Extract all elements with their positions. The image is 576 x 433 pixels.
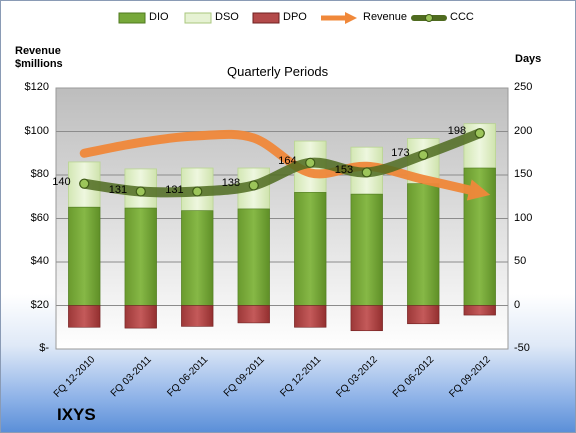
bar-dpo bbox=[181, 305, 214, 327]
legend-ccc-marker bbox=[425, 14, 433, 22]
x-tick-label: FQ 12-2011 bbox=[278, 354, 323, 399]
left-axis-title: Revenue $millions bbox=[15, 45, 63, 70]
right-tick-label: 200 bbox=[514, 124, 533, 137]
left-tick-label: $60 bbox=[30, 211, 49, 224]
left-tick-label: $40 bbox=[30, 255, 49, 267]
ccc-data-label: 140 bbox=[52, 175, 71, 188]
bar-dpo bbox=[68, 305, 101, 328]
ccc-data-label: 198 bbox=[447, 125, 467, 138]
right-tick-label: 150 bbox=[514, 168, 533, 180]
bar-dpo bbox=[350, 305, 383, 332]
ccc-point bbox=[135, 186, 146, 197]
left-tick-label: $120 bbox=[24, 81, 49, 93]
ccc-point bbox=[474, 128, 485, 139]
legend-label-ccc: CCC bbox=[450, 11, 474, 23]
bar-dio bbox=[350, 193, 383, 306]
legend-label-dso: DSO bbox=[215, 11, 239, 23]
chart-subtitle: Quarterly Periods bbox=[227, 64, 329, 79]
x-tick-label: FQ 09-2011 bbox=[222, 354, 267, 399]
legend-swatch-dso bbox=[184, 12, 212, 24]
bar-dio bbox=[294, 192, 327, 306]
ccc-point bbox=[248, 180, 259, 191]
ccc-point bbox=[79, 178, 90, 189]
bar-dio bbox=[68, 206, 101, 306]
right-tick-label: 100 bbox=[514, 211, 533, 224]
legend-label-revenue: Revenue bbox=[363, 11, 408, 23]
bar-dio bbox=[407, 183, 440, 306]
legend-swatch-dpo bbox=[252, 12, 280, 24]
x-tick-label: FQ 03-2012 bbox=[334, 354, 380, 400]
left-tick-label: $100 bbox=[24, 124, 49, 137]
right-tick-label: -50 bbox=[514, 342, 530, 354]
company-ticker: IXYS bbox=[57, 405, 96, 424]
legend-label-dio: DIO bbox=[149, 11, 169, 23]
bar-dio bbox=[181, 210, 214, 306]
ccc-data-label: 138 bbox=[221, 177, 241, 190]
right-axis-title: Days bbox=[515, 53, 542, 65]
right-tick-label: 0 bbox=[514, 298, 521, 311]
ccc-point bbox=[305, 157, 316, 168]
right-tick-label: 250 bbox=[514, 81, 533, 93]
bar-dpo bbox=[463, 305, 496, 316]
x-tick-label: FQ 03-2011 bbox=[109, 354, 154, 399]
ccc-data-label: 131 bbox=[108, 183, 128, 196]
x-tick-label: FQ 09-2012 bbox=[447, 354, 493, 400]
left-tick-label: $20 bbox=[30, 298, 49, 311]
revenue-line bbox=[79, 129, 491, 201]
bar-dio bbox=[124, 207, 157, 306]
legend-swatch-dio bbox=[118, 12, 146, 24]
right-tick-label: 50 bbox=[514, 255, 527, 267]
bar-dio bbox=[237, 208, 270, 306]
bar-dpo bbox=[237, 305, 270, 324]
ccc-data-label: 131 bbox=[165, 183, 184, 196]
bar-dpo bbox=[294, 305, 327, 328]
bar-dpo bbox=[407, 305, 440, 325]
ccc-data-label: 173 bbox=[391, 146, 410, 159]
x-tick-label: FQ 06-2012 bbox=[391, 354, 437, 400]
x-tick-label: FQ 06-2011 bbox=[165, 354, 210, 399]
ccc-data-label: 164 bbox=[278, 154, 297, 167]
ccc-data-label: 153 bbox=[334, 164, 354, 177]
x-tick-label: FQ 12-2010 bbox=[52, 354, 98, 400]
ccc-point bbox=[418, 149, 429, 161]
ccc-point bbox=[192, 186, 203, 197]
legend-label-dpo: DPO bbox=[283, 11, 307, 23]
ccc-point bbox=[361, 167, 372, 178]
left-tick-label: $- bbox=[39, 342, 49, 354]
left-tick-label: $80 bbox=[30, 168, 49, 180]
bar-dpo bbox=[124, 305, 157, 329]
